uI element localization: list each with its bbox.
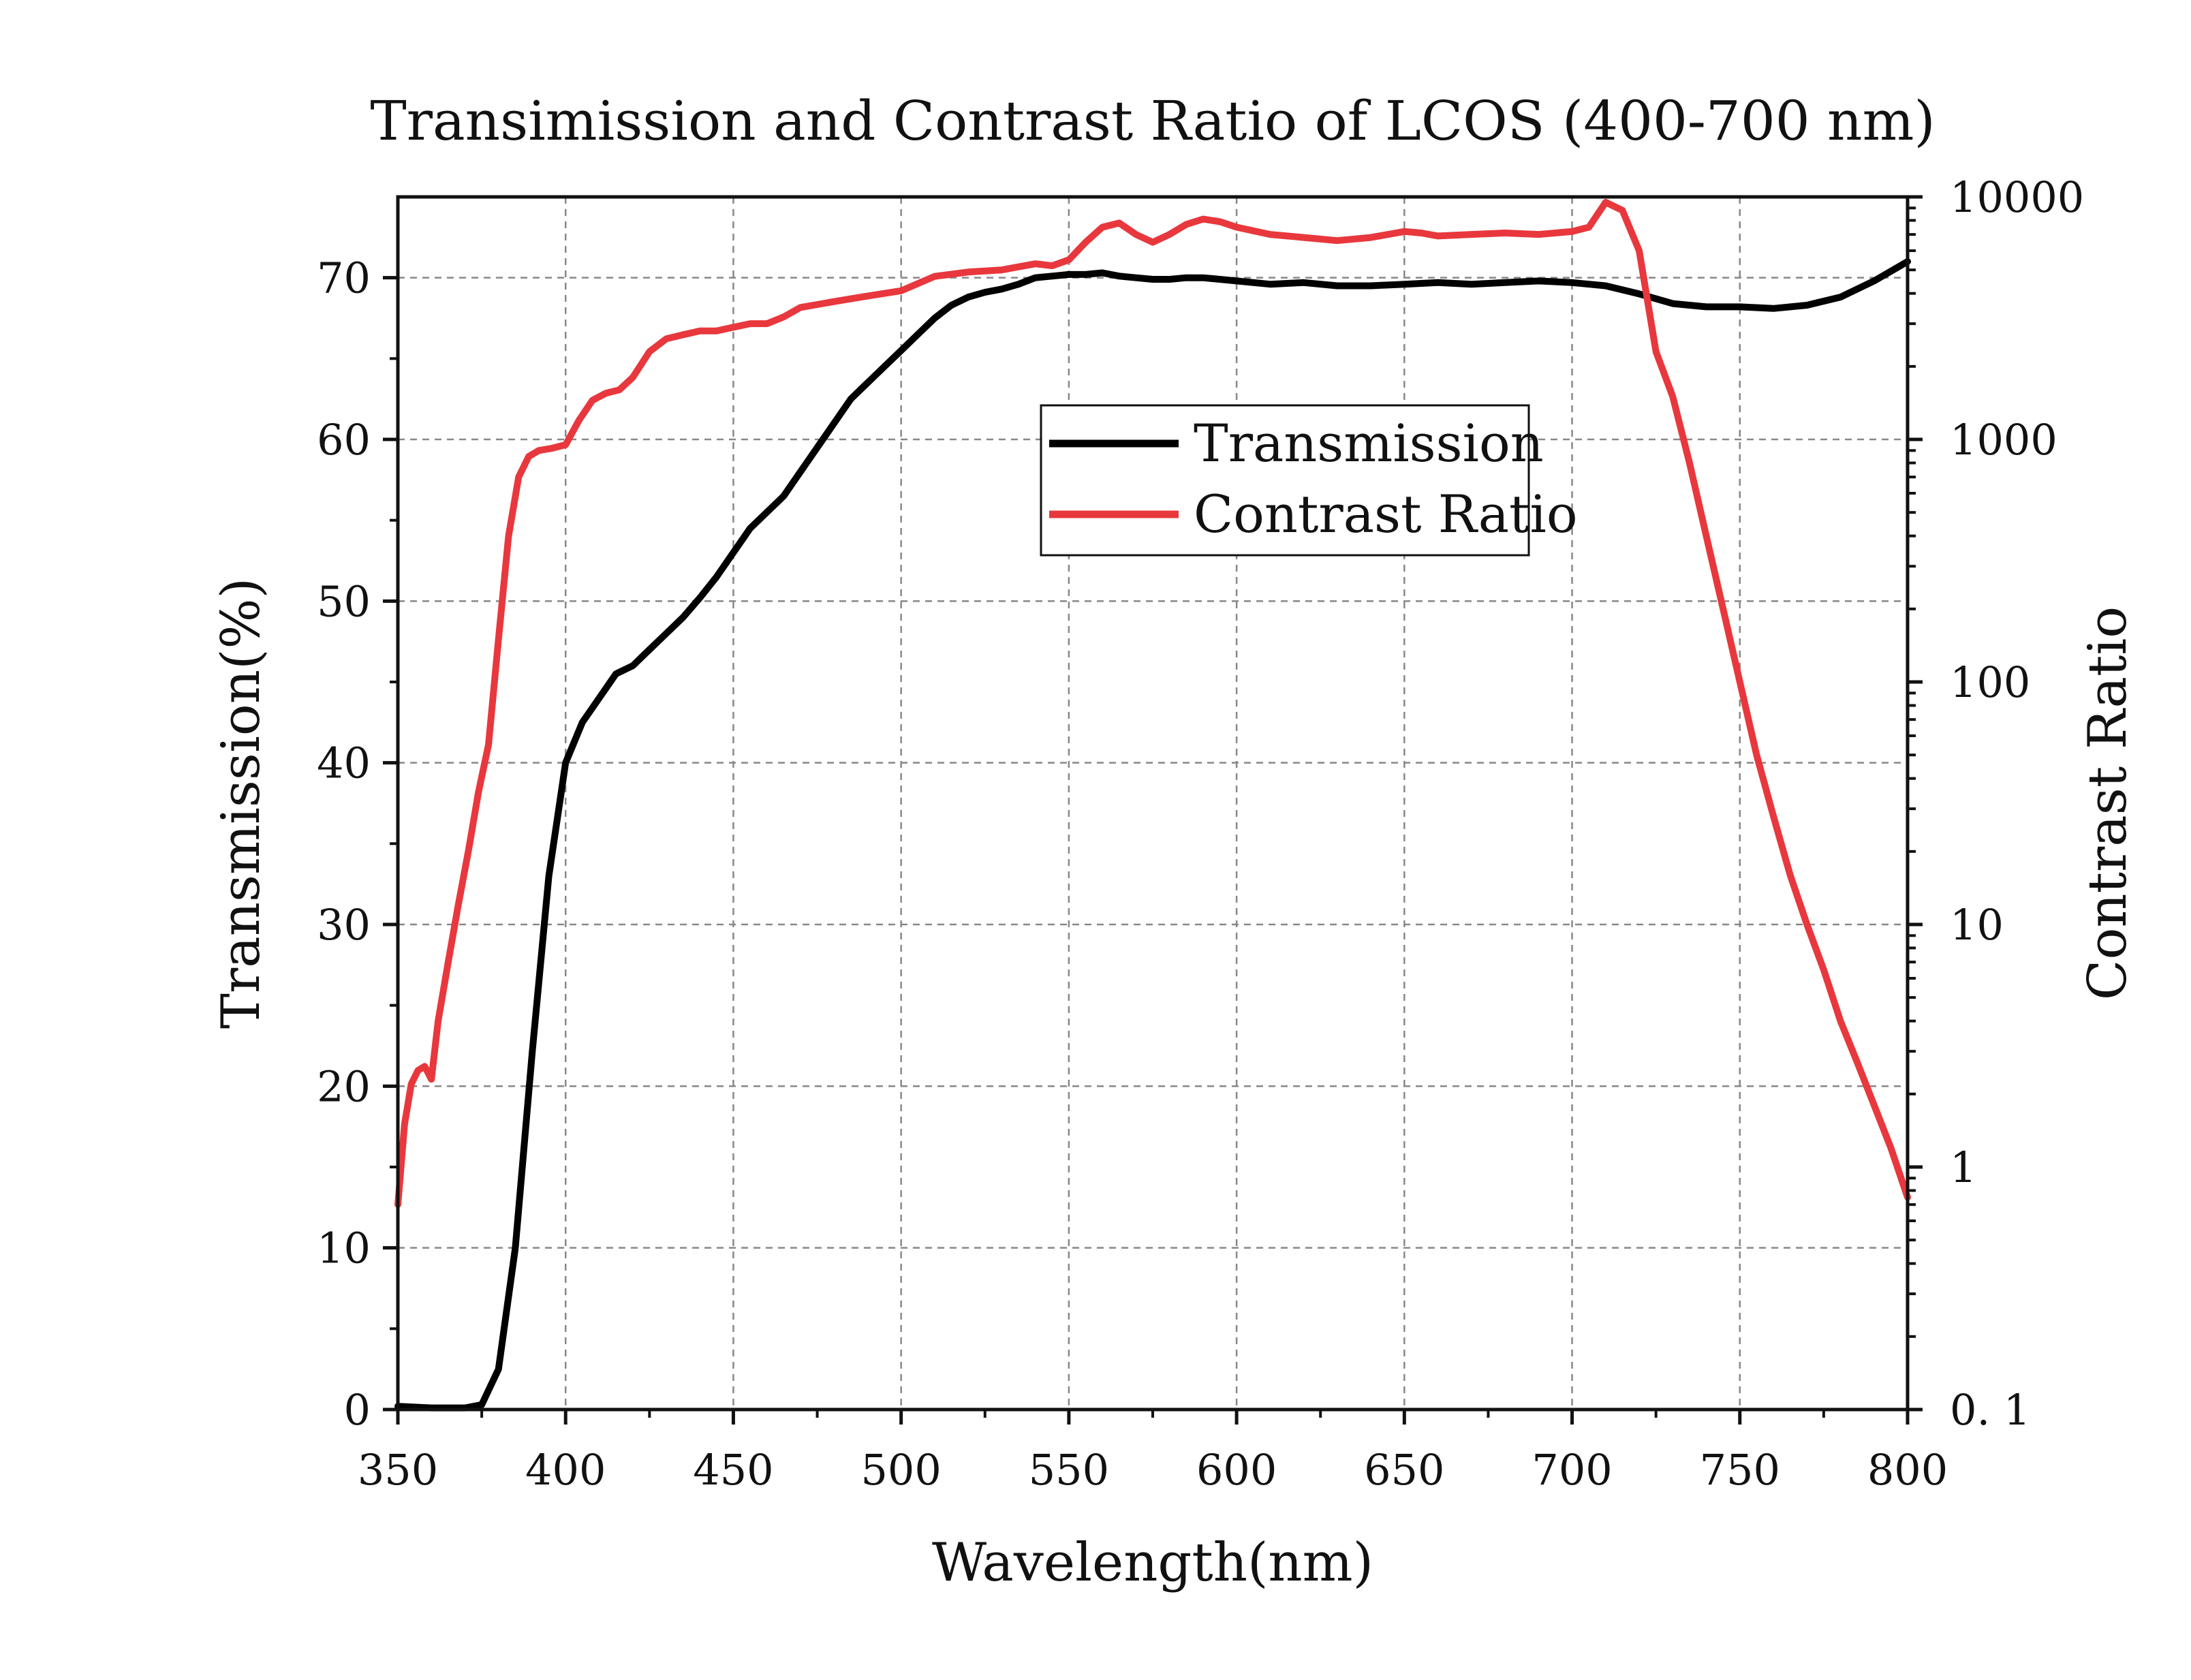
y2-axis-label: Contrast Ratio bbox=[2077, 606, 2139, 1000]
axis-layer: 350 400 450 500 550 600 650 700 750 800 0 10 20 30 40 5… bbox=[317, 172, 2084, 1495]
y2-tick-label: 1 bbox=[1950, 1142, 1976, 1192]
x-tick-label: 600 bbox=[1196, 1445, 1277, 1495]
x-tick-label: 400 bbox=[525, 1445, 606, 1495]
legend-box bbox=[1040, 404, 1530, 557]
legend-label-contrast-ratio: Contrast Ratio bbox=[1194, 484, 1578, 544]
y-tick-label: 30 bbox=[317, 900, 371, 950]
series-line-transmission bbox=[394, 258, 1911, 1412]
y2-tick-label: 100 bbox=[1950, 657, 2030, 707]
x-tick-label: 350 bbox=[358, 1445, 438, 1495]
x-tick-label: 750 bbox=[1700, 1445, 1780, 1495]
y2-tick-label: 1000 bbox=[1950, 415, 2057, 465]
plot-frame bbox=[396, 195, 1910, 1412]
y-tick-label: 20 bbox=[317, 1061, 371, 1111]
x-tick-label: 450 bbox=[693, 1445, 773, 1495]
chart-title: Transimission and Contrast Ratio of LCOS… bbox=[370, 89, 1935, 153]
y-tick-label: 70 bbox=[317, 253, 371, 303]
y2-tick-label: 10 bbox=[1950, 900, 2004, 950]
series-layer bbox=[394, 198, 1911, 1412]
y-axis-label: Transmission(%) bbox=[211, 578, 272, 1029]
y-tick-label: 60 bbox=[317, 415, 371, 465]
x-tick-label: 500 bbox=[860, 1445, 941, 1495]
grid-layer bbox=[398, 197, 1908, 1410]
x-tick-label: 800 bbox=[1867, 1445, 1948, 1495]
y-tick-label: 40 bbox=[317, 738, 371, 788]
legend: Transmission Contrast Ratio bbox=[1040, 404, 1578, 557]
y-tick-label: 50 bbox=[317, 576, 371, 626]
series-line-contrast-ratio bbox=[394, 198, 1911, 1209]
y-tick-label: 10 bbox=[317, 1224, 371, 1273]
x-tick-label: 550 bbox=[1029, 1445, 1109, 1495]
x-tick-label: 700 bbox=[1532, 1445, 1612, 1495]
y2-tick-label: 10000 bbox=[1950, 172, 2084, 222]
y-tick-label: 0 bbox=[344, 1385, 371, 1435]
y2-tick-label: 0. 1 bbox=[1950, 1385, 2030, 1435]
x-axis-label: Wavelength(nm) bbox=[932, 1532, 1373, 1593]
x-tick-label: 650 bbox=[1364, 1445, 1444, 1495]
legend-label-transmission: Transmission bbox=[1194, 413, 1544, 473]
